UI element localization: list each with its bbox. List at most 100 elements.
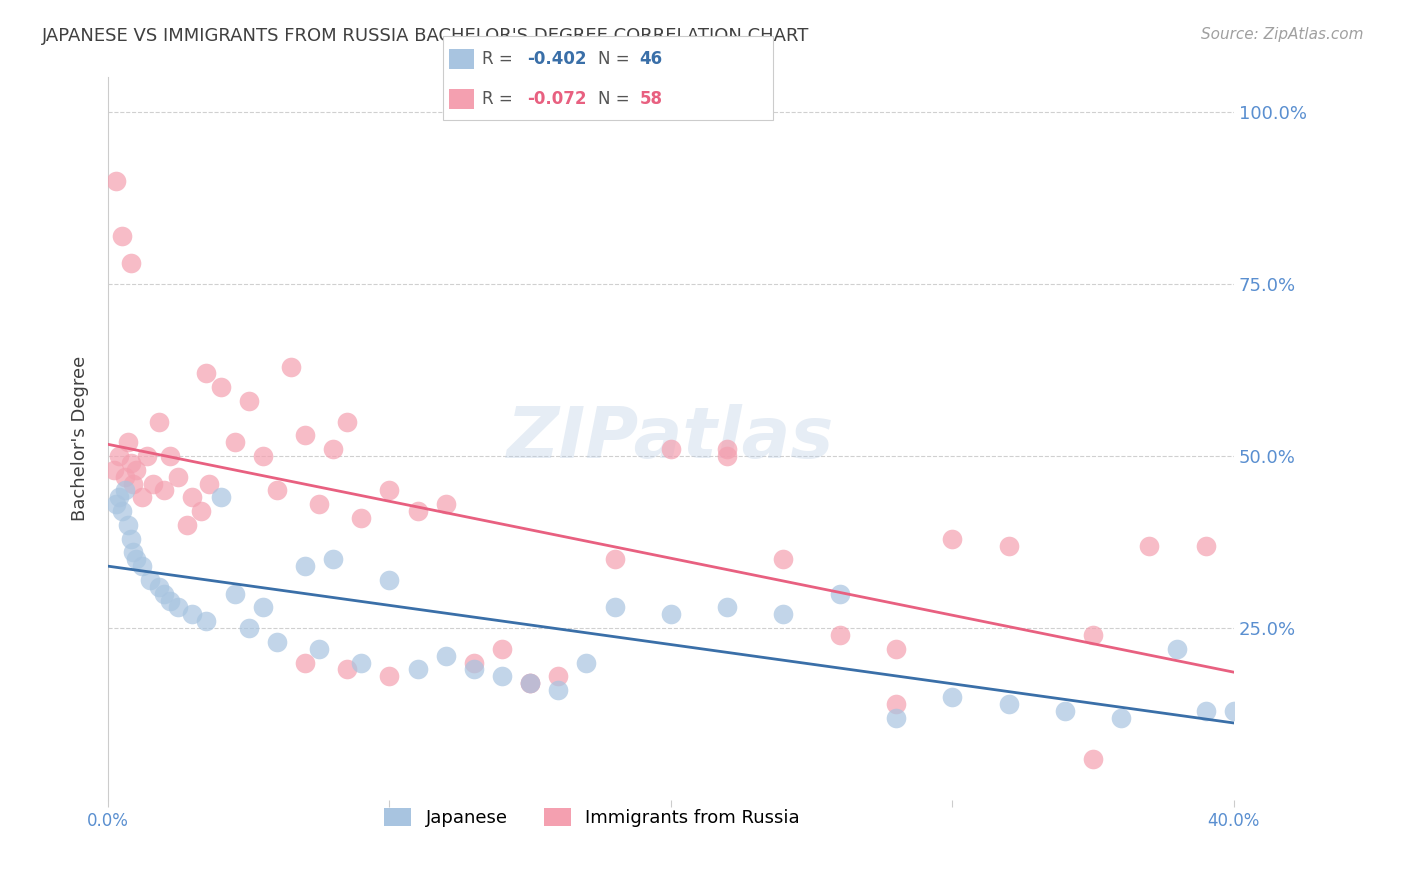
Point [997, 539, 1019, 553]
Point [491, 641, 513, 656]
Point [406, 504, 429, 518]
Point [1109, 711, 1132, 725]
Point [198, 476, 221, 491]
Point [997, 697, 1019, 711]
Point [131, 559, 153, 574]
Point [159, 449, 181, 463]
Point [122, 545, 145, 559]
Point [117, 517, 139, 532]
Point [1137, 539, 1160, 553]
Point [167, 600, 190, 615]
Point [378, 669, 401, 683]
Point [105, 174, 128, 188]
Text: 58: 58 [640, 90, 662, 108]
Point [884, 711, 907, 725]
Point [772, 552, 794, 566]
Point [209, 380, 232, 394]
Point [1194, 539, 1216, 553]
Point [716, 449, 738, 463]
Point [547, 669, 569, 683]
Point [1081, 752, 1104, 766]
Point [1166, 641, 1188, 656]
Point [1223, 704, 1246, 718]
Point [322, 442, 344, 457]
Point [378, 483, 401, 498]
Point [131, 491, 153, 505]
Point [941, 690, 963, 704]
Point [195, 367, 218, 381]
Point [159, 593, 181, 607]
Point [378, 573, 401, 587]
Text: JAPANESE VS IMMIGRANTS FROM RUSSIA BACHELOR'S DEGREE CORRELATION CHART: JAPANESE VS IMMIGRANTS FROM RUSSIA BACHE… [42, 27, 810, 45]
Point [406, 662, 429, 676]
Point [463, 656, 485, 670]
Point [519, 676, 541, 690]
Point [659, 442, 682, 457]
Point [120, 256, 142, 270]
Point [1081, 628, 1104, 642]
Point [117, 435, 139, 450]
Point [148, 415, 170, 429]
Point [148, 580, 170, 594]
Point [828, 587, 851, 601]
Point [238, 394, 260, 409]
Point [266, 635, 288, 649]
Point [111, 228, 134, 243]
Point [181, 491, 204, 505]
Point [463, 662, 485, 676]
Point [603, 600, 626, 615]
Text: R =: R = [482, 90, 519, 108]
Point [120, 532, 142, 546]
Point [575, 656, 598, 670]
Text: ZIPatlas: ZIPatlas [508, 404, 835, 474]
Point [519, 676, 541, 690]
Point [266, 483, 288, 498]
Text: N =: N = [598, 50, 634, 68]
Point [350, 656, 373, 670]
Point [103, 463, 125, 477]
Point [139, 573, 162, 587]
Point [195, 614, 218, 628]
Point [142, 476, 165, 491]
Point [434, 648, 457, 663]
Point [491, 669, 513, 683]
Point [181, 607, 204, 622]
Point [280, 359, 302, 374]
Point [519, 676, 541, 690]
Point [308, 641, 330, 656]
Point [176, 517, 198, 532]
Point [153, 483, 176, 498]
Point [114, 483, 136, 498]
Point [294, 656, 316, 670]
Point [294, 559, 316, 574]
Point [111, 504, 134, 518]
Legend: Japanese, Immigrants from Russia: Japanese, Immigrants from Russia [377, 801, 807, 835]
Point [336, 662, 359, 676]
Point [434, 497, 457, 511]
Point [125, 463, 148, 477]
Point [603, 552, 626, 566]
Point [108, 491, 131, 505]
Point [547, 683, 569, 698]
Point [294, 428, 316, 442]
Point [224, 435, 246, 450]
Point [1053, 704, 1076, 718]
Point [125, 552, 148, 566]
Point [884, 641, 907, 656]
Point [336, 415, 359, 429]
Text: -0.402: -0.402 [527, 50, 586, 68]
Point [167, 469, 190, 483]
Point [772, 607, 794, 622]
Point [136, 449, 159, 463]
Point [716, 442, 738, 457]
Text: 46: 46 [640, 50, 662, 68]
Point [1194, 704, 1216, 718]
Text: N =: N = [598, 90, 634, 108]
Point [884, 697, 907, 711]
Point [224, 587, 246, 601]
Point [153, 587, 176, 601]
Point [238, 621, 260, 635]
Point [659, 607, 682, 622]
Text: -0.072: -0.072 [527, 90, 586, 108]
Point [120, 456, 142, 470]
